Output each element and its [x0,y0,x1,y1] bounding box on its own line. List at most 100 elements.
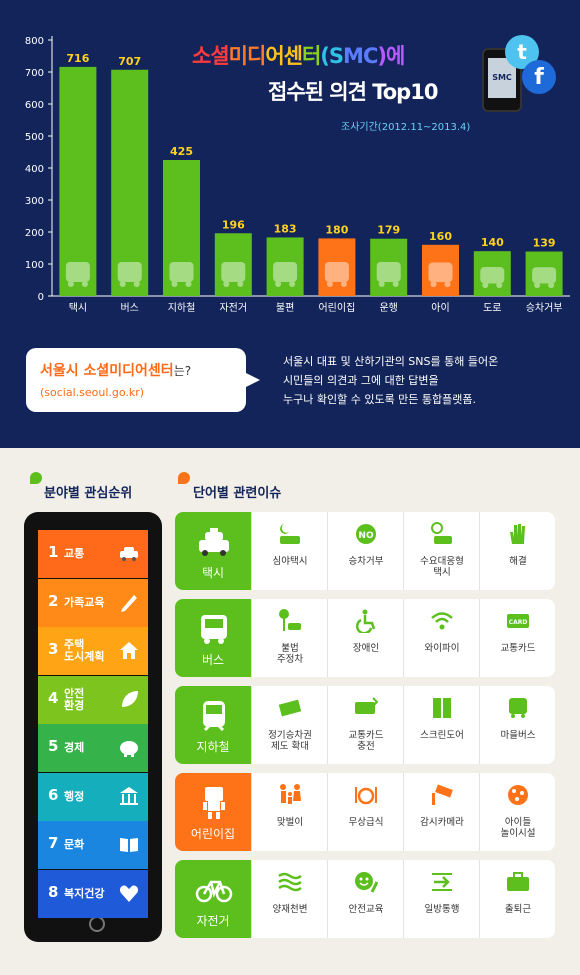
smc-info-bubble: 서울시 소셜미디어센터는? (social.seoul.go.kr) [26,348,260,412]
issue-cell: 해결 [479,512,556,590]
issue-cell-label: 아이들 놀이시설 [500,817,536,839]
desc-line: 시민들의 의견과 그에 대한 답변을 [283,374,439,387]
issue-key: 택시 [175,512,251,590]
issue-key-icon [199,528,229,556]
issue-cell: 맞벌이 [251,773,328,851]
issue-cell-label: 교통카드 [500,643,536,654]
bar [318,238,356,296]
issue-cell: 불법 주정차 [251,599,328,677]
data-label: 707 [118,55,141,68]
chart-subtitle: 조사기간(2012.11~2013.4) [341,122,471,133]
x-tick-label: 아이 [431,302,449,314]
x-tick-label: 자전거 [219,302,247,314]
issue-key: 어린이집 [175,773,251,851]
y-tick-label: 700 [25,68,44,79]
issue-cell-label: 불법 주정차 [276,643,304,665]
meal-icon [355,787,377,805]
rank-label: 복지건강 [64,886,105,900]
card-icon: CARD [507,614,529,628]
issue-cell: 장애인 [327,599,404,677]
issue-cell: 양재천변 [251,860,328,938]
bus-stop-car-icon [279,609,301,631]
issue-key: 지하철 [175,686,251,764]
issue-cell-label: 양재천변 [272,904,308,915]
x-tick-label: 택시 [69,302,87,314]
bar-glyph-icon [221,262,246,287]
data-label: 183 [274,222,297,235]
play-ball-icon [508,785,528,805]
facebook-icon: f [522,60,556,94]
rank-label: 가족교육 [64,595,105,609]
rank-label: 주택 도시계획 [64,638,105,663]
bar [370,238,408,296]
data-label: 180 [325,223,348,236]
piggy-bank-icon [120,741,138,757]
issue-cell-label: 교통카드 충전 [348,730,384,752]
chart-title-line2: 접수된 의견 Top10 [268,80,438,104]
data-label: 425 [170,145,193,158]
svg-text:CARD: CARD [509,619,528,626]
issue-cell-label: 승차거부 [348,556,384,567]
bubble-title: 서울시 소셜미디어센터는? [40,363,192,379]
issue-key-label: 택시 [201,566,225,580]
issue-cell-label: 맞벌이 [276,817,304,828]
rank-item: 2 가족교육 [38,578,148,627]
issue-cell-label: 해결 [509,556,527,567]
village-bus-icon [509,698,527,718]
issue-key-icon [203,701,225,732]
issue-cell-label: 일방통행 [424,904,460,915]
issue-cell: 심야택시 [251,512,328,590]
rank-number: 7 [48,834,59,852]
bar [266,237,304,296]
section-marker-icon [30,472,42,484]
rank-label: 경제 [64,741,85,754]
issue-cell: 일방통행 [403,860,480,938]
issue-row: 지하철 정기승차권 제도 확대 교통카드 충전 스크린도어 마을버스 [175,686,555,764]
issue-cell-label: 감시카메라 [420,817,464,828]
rank-number: 5 [48,737,59,755]
issue-key-label: 버스 [201,653,225,667]
car-icon [120,547,138,561]
svg-text:NO: NO [358,531,374,541]
x-tick-label: 운행 [379,302,397,314]
y-tick-label: 400 [25,164,44,175]
issue-key-icon [203,787,225,819]
desc-line: 누구나 확인할 수 있도록 만든 통합플랫폼. [283,393,477,406]
issue-row: 어린이집 맞벌이 무상급식 감시카메라 아이들 놀이시설 [175,773,555,851]
rank-item: 3 주택 도시계획 [38,627,148,675]
top-panel: 0 100 200 300 400 500 600 700 800 716 택시 707 버스 425 지하… [0,0,580,448]
rank-label: 안전 환경 [64,686,85,712]
issue-cell-label: 수요대응형 택시 [420,556,464,578]
bar-glyph-icon [480,267,505,289]
x-tick-label: 불편 [276,302,294,314]
issue-key: 자전거 [175,860,251,938]
issue-cell-label: 심야택시 [272,556,308,567]
clock-taxi-icon [431,522,452,544]
data-label: 160 [429,230,452,243]
bar-glyph-icon [117,262,142,287]
rank-label: 문화 [64,838,85,851]
issue-cell: CARD 교통카드 [479,599,556,677]
x-tick-label: 어린이집 [318,302,355,314]
screen-door-icon [433,698,451,718]
book-icon [120,838,138,852]
smc-url: (social.seoul.go.kr) [40,386,145,399]
issue-cell: 무상급식 [327,773,404,851]
issue-cell: 와이파이 [403,599,480,677]
x-tick-label: 버스 [120,302,138,314]
safety-education-icon [355,872,378,893]
y-tick-label: 800 [25,36,44,47]
issue-cell: NO 승차거부 [327,512,404,590]
river-waves-icon [278,872,302,892]
rank-number: 6 [48,785,59,804]
one-way-arrow-icon [432,873,452,891]
issue-cell-label: 정기승차권 제도 확대 [268,730,312,752]
bar-glyph-icon [428,262,453,288]
data-label: 196 [222,218,245,231]
issue-cell: 마을버스 [479,686,556,764]
house-icon [120,642,138,659]
section-marker-icon [178,472,190,484]
data-label: 179 [377,224,400,237]
bar-glyph-icon [324,262,349,287]
rank-label: 교통 [64,547,85,560]
